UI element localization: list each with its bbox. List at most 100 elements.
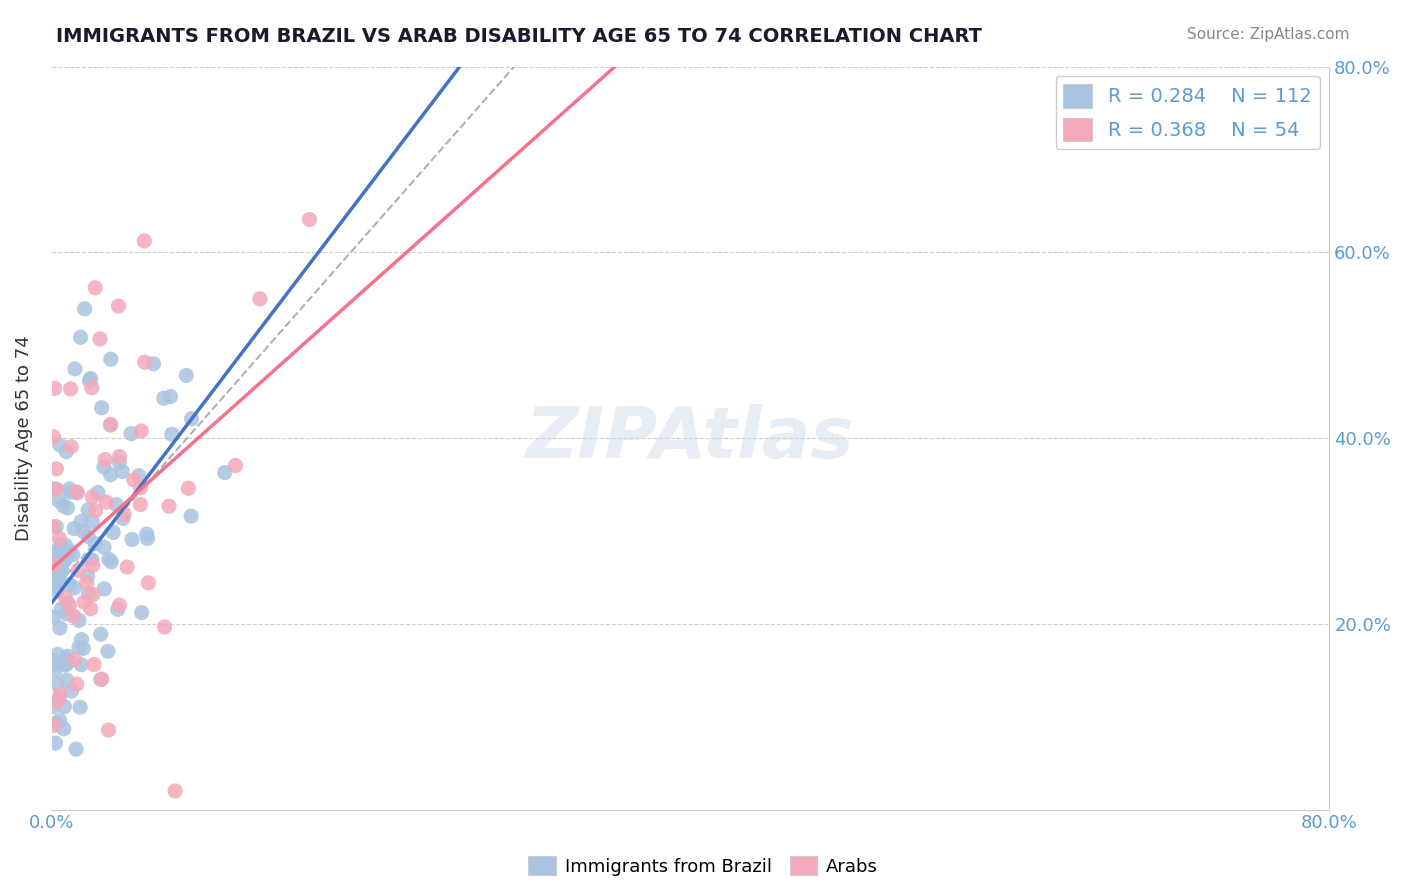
Point [67, 613, 90, 627]
Point [45, 716, 67, 731]
Point [42, 562, 65, 576]
Point [100, 555, 122, 569]
Point [58, 544, 80, 558]
Point [56, 649, 79, 664]
Point [120, 426, 142, 441]
Point [42, 519, 65, 533]
Point [108, 598, 131, 612]
Point [55, 551, 77, 566]
Point [135, 527, 157, 541]
Point [129, 424, 152, 438]
Point [84, 281, 107, 295]
Point [56, 653, 79, 667]
Point [49, 537, 72, 551]
Point [67, 640, 90, 655]
Point [58, 482, 80, 496]
Legend: R = 0.284    N = 112, R = 0.368    N = 54: R = 0.284 N = 112, R = 0.368 N = 54 [1056, 77, 1320, 149]
Point [46, 568, 69, 582]
Point [46, 648, 69, 662]
Point [65, 742, 87, 756]
Point [49, 438, 72, 452]
Point [97, 552, 120, 566]
Point [93, 582, 115, 596]
Point [59, 577, 82, 591]
Point [42, 558, 65, 572]
Point [93, 541, 115, 555]
Point [55, 538, 77, 552]
Point [60, 684, 83, 698]
Point [96, 495, 118, 509]
Point [56, 500, 79, 515]
Point [42, 699, 65, 714]
Point [44, 658, 66, 673]
Point [55, 673, 77, 687]
Point [53, 699, 76, 714]
Legend: Immigrants from Brazil, Arabs: Immigrants from Brazil, Arabs [522, 849, 884, 883]
Point [42, 430, 65, 444]
Point [73, 595, 96, 609]
Point [59, 382, 82, 396]
Y-axis label: Disability Age 65 to 74: Disability Age 65 to 74 [15, 335, 32, 541]
Point [42, 545, 65, 559]
Point [52, 722, 75, 736]
Point [87, 485, 110, 500]
Point [180, 411, 202, 425]
Point [122, 473, 145, 487]
Point [42, 580, 65, 594]
Point [63, 653, 86, 667]
Point [77, 553, 100, 567]
Point [55, 607, 77, 621]
Point [77, 587, 100, 601]
Point [42, 610, 65, 624]
Point [129, 481, 152, 495]
Point [214, 466, 236, 480]
Point [44, 381, 66, 395]
Point [67, 563, 90, 577]
Point [46, 677, 69, 691]
Point [76, 569, 98, 583]
Point [107, 602, 129, 616]
Point [93, 460, 115, 475]
Point [128, 468, 150, 483]
Point [44, 653, 66, 667]
Point [66, 486, 89, 500]
Point [44, 736, 66, 750]
Text: Source: ZipAtlas.com: Source: ZipAtlas.com [1187, 27, 1350, 42]
Point [42, 718, 65, 732]
Point [138, 575, 160, 590]
Point [66, 677, 89, 691]
Point [159, 390, 181, 404]
Point [49, 714, 72, 728]
Point [152, 392, 174, 406]
Point [55, 657, 77, 672]
Point [44, 482, 66, 496]
Point [160, 427, 183, 442]
Point [51, 602, 73, 616]
Point [46, 695, 69, 709]
Point [90, 627, 112, 641]
Point [83, 657, 105, 672]
Point [82, 588, 104, 602]
Point [52, 499, 75, 513]
Point [76, 575, 98, 590]
Point [82, 515, 104, 529]
Point [82, 553, 104, 567]
Point [90, 673, 112, 687]
Point [100, 417, 122, 432]
Point [49, 575, 72, 590]
Point [97, 644, 120, 658]
Point [62, 609, 84, 624]
Point [101, 525, 124, 540]
Point [56, 596, 79, 610]
Point [44, 664, 66, 678]
Point [77, 529, 100, 543]
Point [63, 521, 86, 535]
Point [55, 444, 77, 458]
Point [70, 632, 93, 647]
Point [69, 330, 91, 344]
Point [53, 591, 76, 605]
Point [45, 519, 67, 533]
Point [165, 784, 187, 798]
Point [48, 569, 70, 583]
Point [45, 584, 67, 599]
